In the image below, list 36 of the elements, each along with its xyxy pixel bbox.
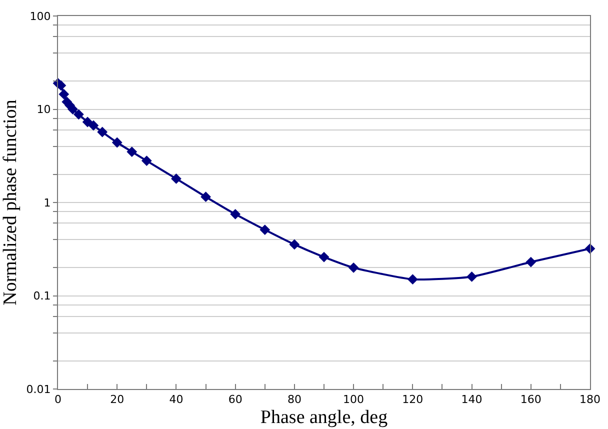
x-tick-label: 60 (228, 393, 242, 406)
point (466, 272, 477, 282)
point (58, 89, 70, 100)
point (141, 156, 152, 166)
y-tick-label: 1 (44, 196, 51, 210)
point (260, 224, 270, 235)
y-tick-label: 0.01 (26, 382, 51, 396)
point (348, 262, 359, 273)
y-tick-label: 10 (36, 103, 51, 116)
point (200, 192, 211, 202)
y-tick-label: 0.1 (33, 290, 51, 303)
x-tick-label: 0 (54, 393, 62, 406)
point (73, 109, 84, 120)
point (82, 116, 93, 128)
x-tick-label: 40 (169, 393, 184, 406)
point (171, 174, 182, 184)
y-tick-label: 100 (30, 10, 51, 23)
x-tick-label: 20 (110, 393, 124, 406)
point (318, 252, 330, 262)
x-tick-label: 140 (461, 393, 482, 406)
point (112, 137, 122, 148)
point (126, 146, 138, 157)
point (526, 256, 536, 268)
y-axis-title: Normalized phase function (0, 99, 22, 306)
point (88, 120, 99, 131)
point (407, 274, 418, 285)
x-tick-label: 80 (287, 393, 302, 406)
point (97, 126, 108, 138)
x-tick-label: 180 (580, 393, 600, 406)
x-tick-label: 100 (343, 393, 364, 406)
x-axis-title: Phase angle, deg (260, 407, 388, 428)
x-tick-label: 120 (402, 393, 424, 406)
point (230, 208, 241, 220)
point (289, 239, 300, 250)
x-tick-label: 160 (520, 393, 542, 406)
point (68, 104, 78, 114)
